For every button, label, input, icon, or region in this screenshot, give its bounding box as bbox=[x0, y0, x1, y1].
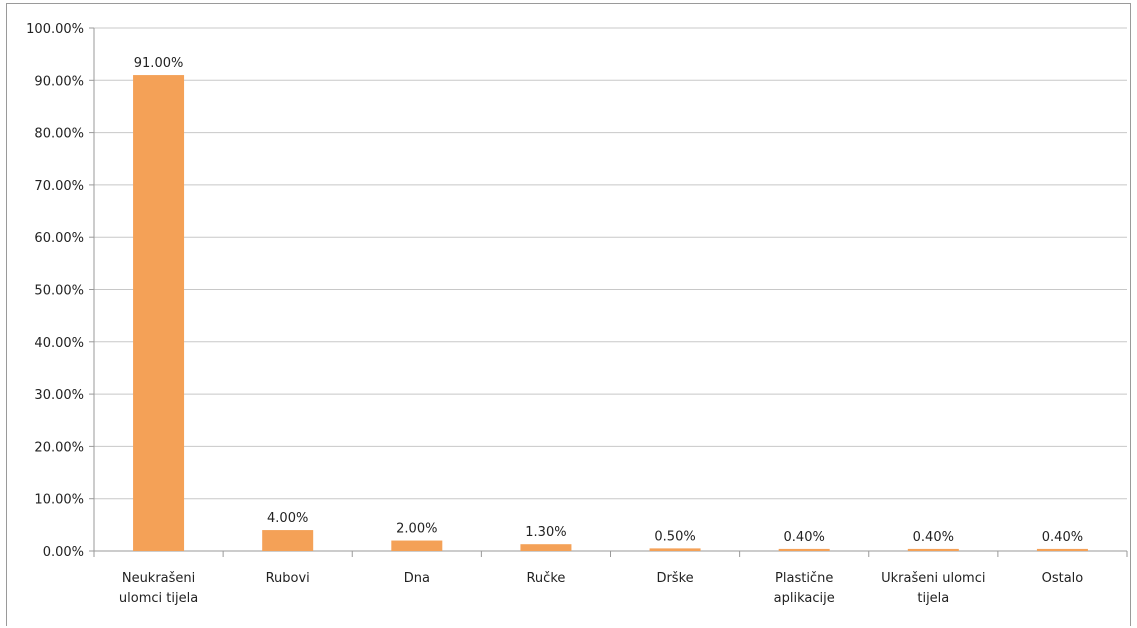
data-label: 1.30% bbox=[525, 525, 566, 540]
bar bbox=[133, 75, 185, 551]
bar bbox=[1036, 548, 1088, 551]
bar bbox=[649, 548, 701, 551]
data-label: 0.50% bbox=[654, 529, 695, 544]
data-label: 4.00% bbox=[267, 511, 308, 526]
x-tick-label: aplikacije bbox=[774, 591, 835, 606]
x-tick-label: Drške bbox=[656, 571, 693, 586]
x-tick-label: ulomci tijela bbox=[119, 591, 198, 606]
chart-frame bbox=[6, 3, 1131, 626]
x-tick-label: Ručke bbox=[526, 571, 565, 586]
x-tick-label: Dna bbox=[404, 571, 430, 586]
y-tick-label: 20.00% bbox=[34, 440, 84, 455]
x-tick-label: Plastične bbox=[775, 571, 833, 586]
data-label: 0.40% bbox=[1042, 530, 1083, 545]
x-tick-label: Neukrašeni bbox=[122, 571, 195, 586]
y-tick-label: 50.00% bbox=[34, 284, 84, 299]
bar bbox=[778, 548, 830, 551]
x-tick-label: tijela bbox=[917, 591, 949, 606]
data-label: 0.40% bbox=[913, 530, 954, 545]
y-tick-label: 70.00% bbox=[34, 179, 84, 194]
y-tick-label: 30.00% bbox=[34, 388, 84, 403]
y-tick-label: 90.00% bbox=[34, 74, 84, 89]
x-tick-label: Rubovi bbox=[266, 571, 310, 586]
y-tick-label: 0.00% bbox=[43, 545, 84, 560]
y-tick-label: 60.00% bbox=[34, 231, 84, 246]
data-label: 2.00% bbox=[396, 522, 437, 537]
data-label: 91.00% bbox=[134, 56, 184, 71]
y-tick-label: 100.00% bbox=[26, 22, 84, 37]
bar bbox=[520, 544, 572, 551]
x-tick-label: Ukrašeni ulomci bbox=[881, 571, 985, 586]
bar bbox=[907, 548, 959, 551]
bar bbox=[262, 530, 314, 551]
y-tick-label: 10.00% bbox=[34, 493, 84, 508]
y-tick-label: 40.00% bbox=[34, 336, 84, 351]
x-tick-label: Ostalo bbox=[1042, 571, 1084, 586]
bar bbox=[391, 540, 443, 551]
y-tick-label: 80.00% bbox=[34, 127, 84, 142]
data-label: 0.40% bbox=[784, 530, 825, 545]
